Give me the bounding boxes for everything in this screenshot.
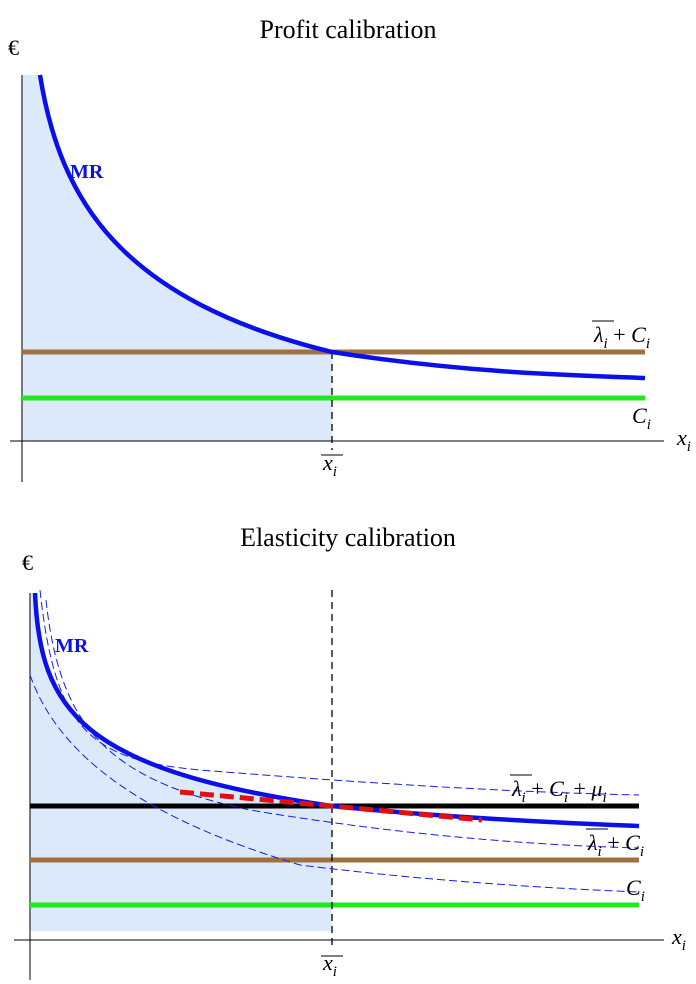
bottom-title: Elasticity calibration bbox=[240, 523, 456, 552]
top-y-axis-label: € bbox=[8, 35, 19, 60]
top-mr-curve bbox=[37, 74, 646, 381]
bottom-mr-curve bbox=[32, 592, 640, 829]
bottom-xbar-label: xi bbox=[322, 950, 337, 980]
bottom-lambda-cost-mu-label: λi + Ci + μi bbox=[511, 776, 607, 806]
bottom-shaded-area bbox=[30, 593, 332, 931]
top-x-axis-label: xi bbox=[676, 425, 691, 455]
top-lambda-cost-label: λi + Ci bbox=[593, 322, 650, 352]
bottom-lambda-cost-label: λi + Ci bbox=[587, 830, 644, 860]
bottom-cost-label: Ci bbox=[626, 875, 645, 905]
bottom-y-axis-label: € bbox=[22, 550, 33, 575]
top-mr-label: MR bbox=[70, 161, 104, 183]
bottom-alt-curve-3 bbox=[29, 674, 640, 893]
bottom-tangent-dashed-line bbox=[179, 789, 483, 823]
top-shaded-area bbox=[22, 75, 332, 441]
bottom-mr-label: MR bbox=[55, 635, 89, 657]
top-cost-label: Ci bbox=[632, 403, 651, 433]
profit-calibration-plot: Profit calibration € xi MR xi λi + Ci Ci bbox=[8, 15, 691, 482]
elasticity-calibration-panel: Elasticity calibration € xi MR xi λi + C… bbox=[0, 490, 696, 984]
profit-calibration-panel: Profit calibration € xi MR xi λi + Ci Ci bbox=[0, 0, 696, 490]
top-xbar-label: xi bbox=[322, 450, 337, 480]
bottom-alt-curve-2 bbox=[45, 599, 640, 849]
top-title: Profit calibration bbox=[260, 15, 437, 44]
bottom-x-axis-label: xi bbox=[671, 924, 686, 954]
elasticity-calibration-plot: Elasticity calibration € xi MR xi λi + C… bbox=[14, 523, 686, 980]
